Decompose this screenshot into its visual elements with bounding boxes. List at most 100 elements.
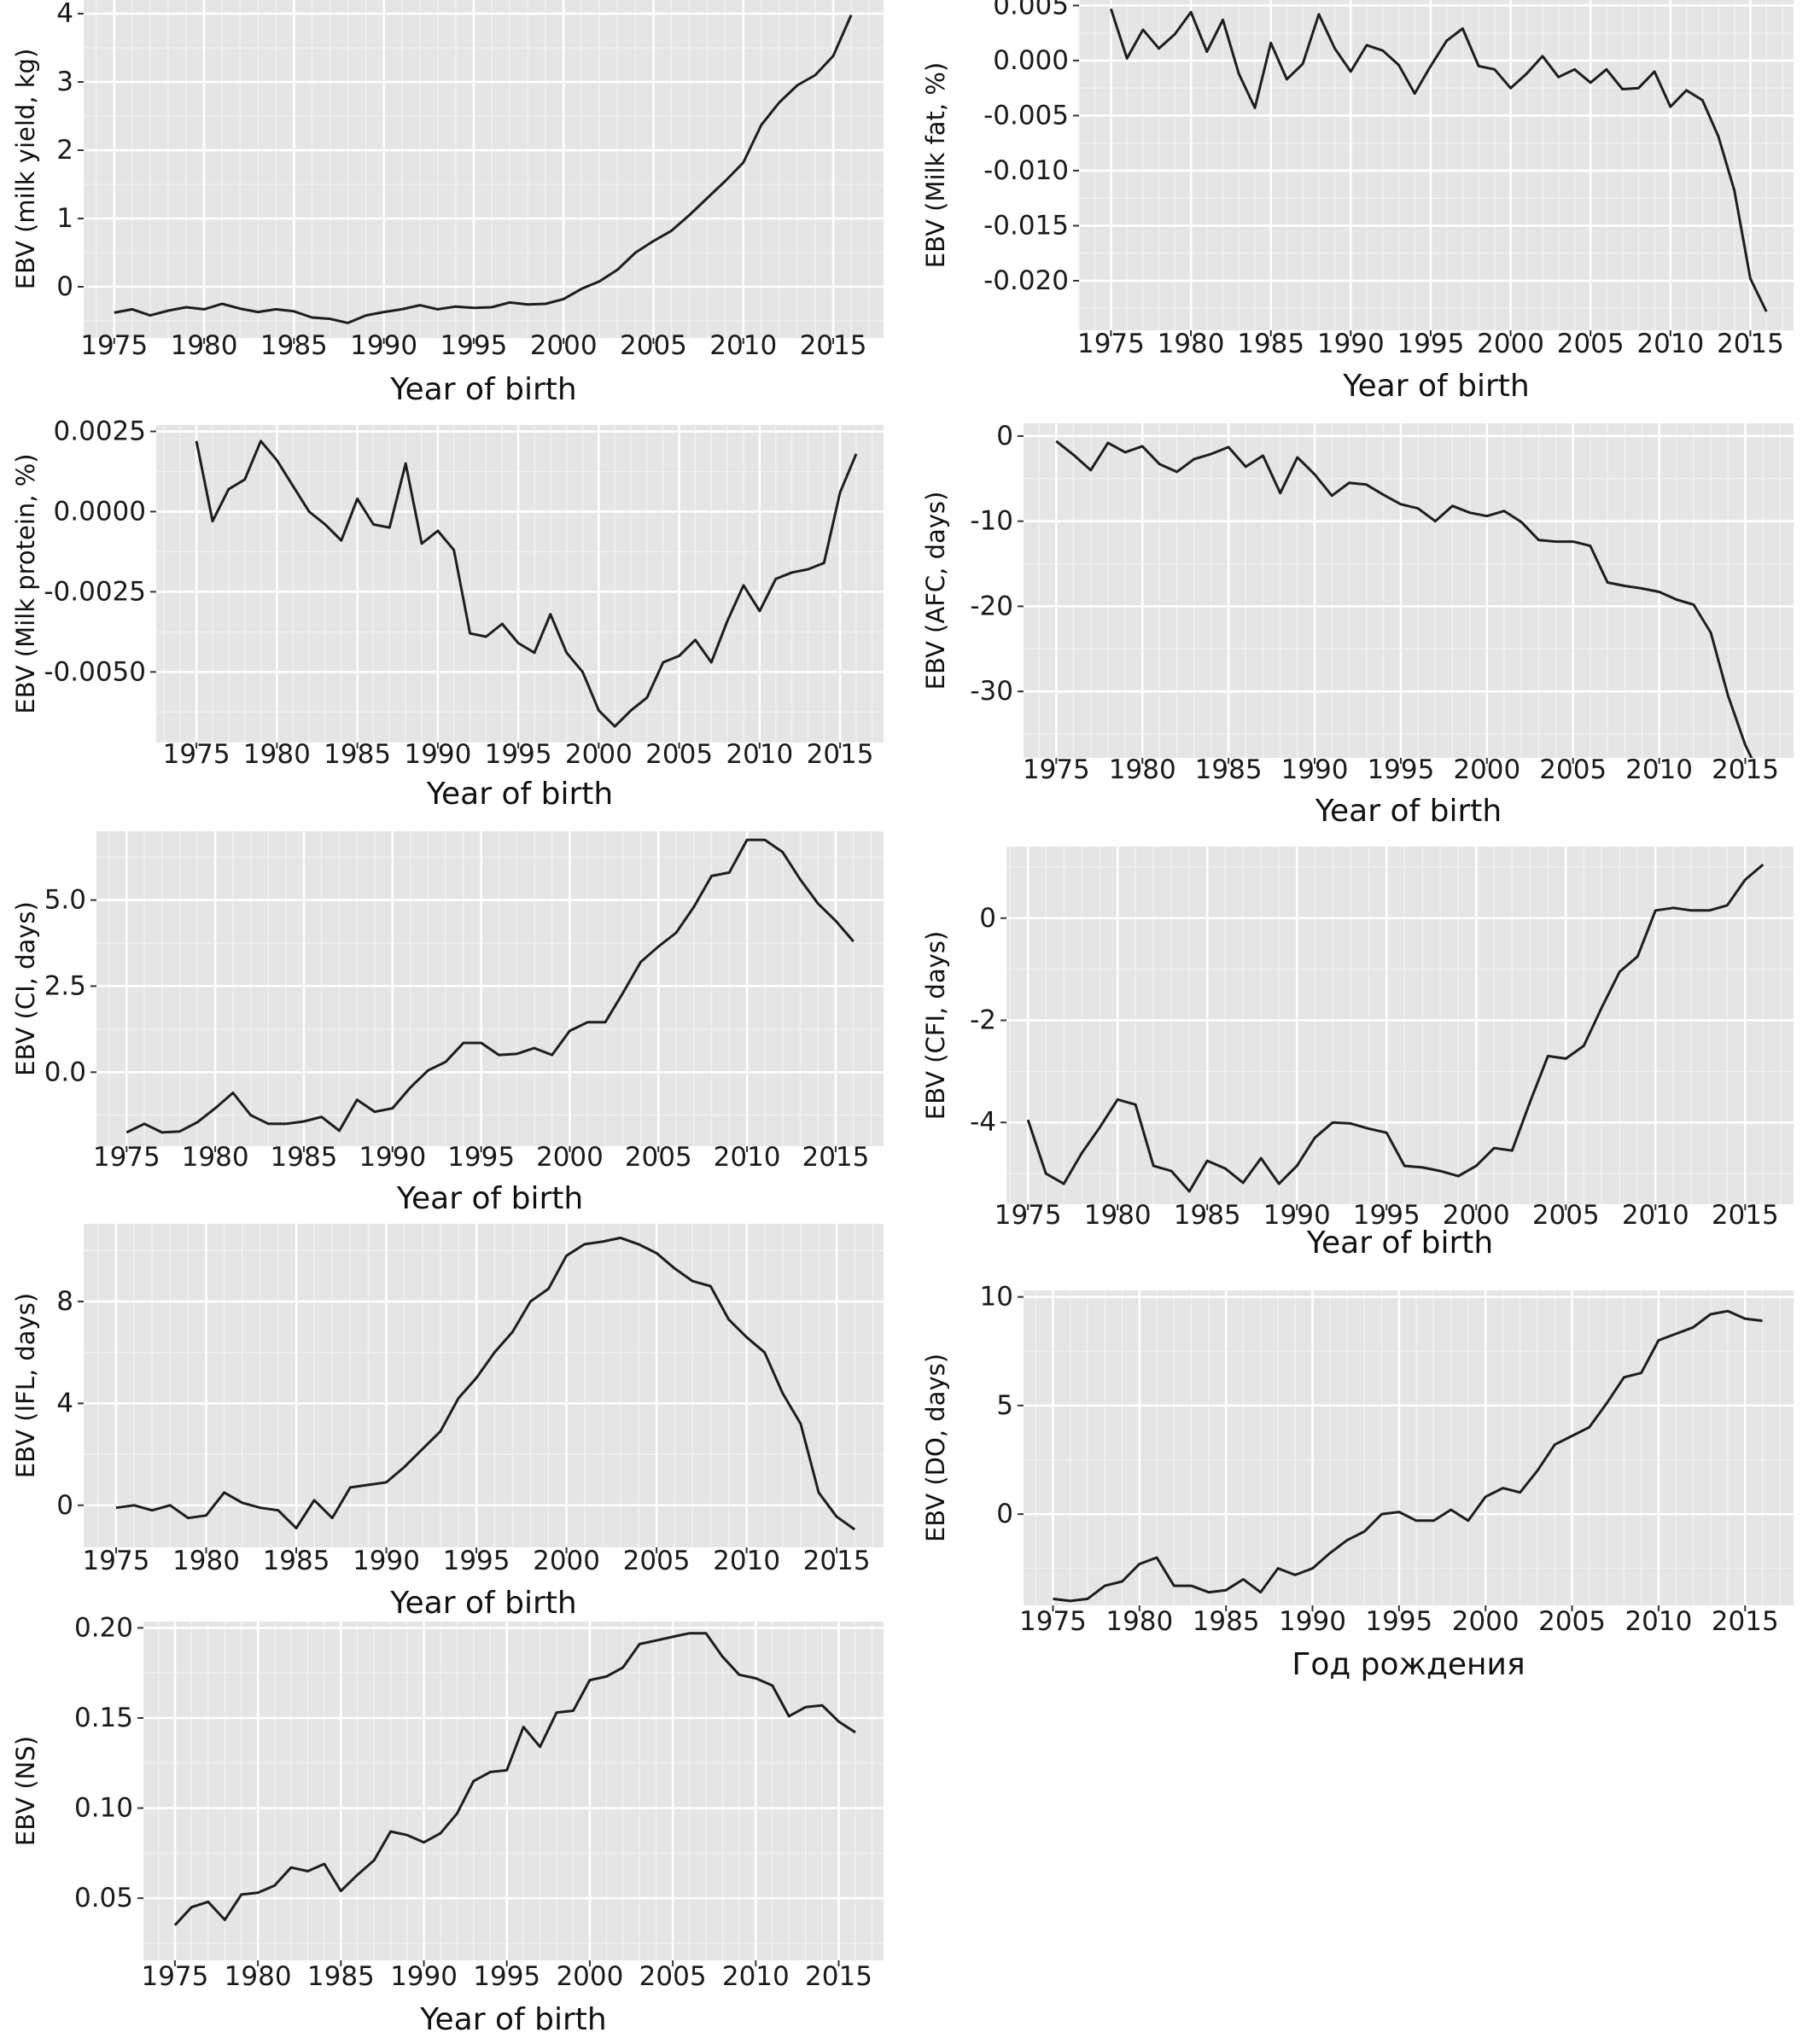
series-line-ns	[173, 1632, 856, 1926]
y-tick-label: 0.000	[993, 45, 1069, 76]
x-tick-label: 1990	[390, 1961, 458, 1992]
y-tick-label: 0	[996, 421, 1013, 451]
y-tick-label: 0	[996, 1499, 1013, 1529]
x-tick-label: 1985	[1237, 329, 1304, 359]
x-tick-label: 2000	[565, 739, 633, 770]
chart-panel-ns: 1975 1980 1985 1990 1995 2000 2005 2010 2015 0.05…	[11, 1612, 884, 2037]
y-tick-label: 0.15	[74, 1703, 133, 1733]
y-tick-label: 5	[996, 1390, 1013, 1421]
y-tick-label: 0.20	[74, 1612, 133, 1643]
x-tick-label: 1975	[163, 739, 230, 770]
series-line-milk-fat	[1109, 8, 1768, 312]
x-tick-label: 2000	[1453, 754, 1520, 785]
y-tick-label: 0.0000	[54, 496, 146, 527]
series-line-milk-yield-kg	[114, 14, 853, 324]
x-axis-title: Year of birth	[426, 777, 613, 812]
y-axis-title: EBV (CI, days)	[11, 901, 40, 1076]
chart-panel-ifl: 1975 1980 1985 1990 1995 2000 2005 2010 2015 0 4 8 Y…	[11, 1224, 884, 1621]
x-tick-label: 1990	[350, 330, 417, 361]
x-tick-label: 1975	[83, 1546, 150, 1576]
x-tick-label: 1995	[443, 1546, 510, 1576]
plot-background	[84, 0, 884, 338]
x-tick-label: 2015	[1712, 1606, 1779, 1637]
x-tick-label: 2010	[714, 1142, 781, 1173]
x-tick-label: 1985	[324, 739, 391, 770]
x-tick-label: 2005	[1532, 1200, 1600, 1231]
y-axis-title: EBV (Milk fat, %)	[921, 62, 950, 269]
x-tick-label: 2010	[713, 1546, 780, 1576]
y-tick-label: -2	[970, 1005, 996, 1036]
x-tick-label: 1985	[1174, 1200, 1241, 1231]
x-tick-label: 2010	[722, 1961, 790, 1992]
x-axis-title: Год рождения	[1292, 1647, 1525, 1682]
x-axis-title: Year of birth	[389, 372, 576, 407]
x-tick-label: 2015	[803, 1546, 871, 1576]
y-tick-label: -0.010	[983, 155, 1069, 186]
x-tick-label: 2010	[1625, 1606, 1692, 1637]
x-tick-label: 1985	[1193, 1606, 1260, 1637]
x-tick-label: 1980	[225, 1961, 292, 1992]
x-tick-label: 1980	[172, 1546, 240, 1576]
x-tick-label: 1980	[171, 330, 238, 361]
x-axis-title: Year of birth	[389, 1586, 576, 1621]
x-tick-label: 2015	[1712, 1200, 1779, 1231]
x-tick-label: 2005	[625, 1142, 692, 1173]
y-tick-label: 2.5	[44, 970, 86, 1001]
y-tick-label: 0.05	[74, 1883, 133, 1913]
y-axis-title: EBV (milk yield, kg)	[11, 49, 40, 290]
x-tick-label: 1975	[1077, 329, 1145, 359]
series-line-do-days	[1053, 1309, 1763, 1603]
y-tick-label: -10	[970, 506, 1013, 537]
series-line-milk-protein	[195, 440, 858, 728]
x-tick-label: 2015	[802, 1142, 869, 1173]
x-tick-label: 2015	[1717, 329, 1784, 359]
x-tick-label: 1980	[1084, 1200, 1152, 1231]
x-tick-label: 1980	[182, 1142, 249, 1173]
plot-background	[1024, 423, 1794, 758]
x-tick-label: 2000	[1452, 1606, 1520, 1637]
y-axis-title: EBV (AFC, days)	[921, 492, 950, 690]
x-tick-label: 2000	[1477, 329, 1544, 359]
x-tick-label: 1995	[1365, 1606, 1432, 1637]
x-tick-label: 2000	[556, 1961, 623, 1992]
y-tick-label: 0.10	[74, 1793, 133, 1824]
x-tick-label: 1995	[1353, 1200, 1420, 1231]
x-axis-title: Year of birth	[419, 2002, 606, 2037]
y-tick-label: 0	[979, 903, 996, 934]
y-tick-label: -4	[970, 1107, 996, 1138]
x-tick-label: 1985	[260, 330, 328, 361]
series-line-ifl-days	[115, 1236, 856, 1531]
plot-background	[96, 831, 884, 1146]
x-tick-label: 2005	[620, 330, 687, 361]
x-tick-label: 2005	[1557, 329, 1625, 359]
x-tick-label: 2010	[726, 739, 793, 770]
chart-panel-ci: 1975 1980 1985 1990 1995 2000 2005 2010 2015 0.0 2…	[11, 831, 884, 1216]
x-tick-label: 1980	[1109, 754, 1176, 785]
y-tick-label: 8	[56, 1286, 73, 1317]
y-axis-title: EBV (CFI, days)	[921, 931, 950, 1120]
y-axis-title: EBV (Milk protein, %)	[11, 453, 40, 713]
x-tick-label: 1995	[473, 1961, 540, 1992]
plot-background	[1024, 1290, 1794, 1605]
y-tick-label: 0.0	[44, 1057, 86, 1087]
chart-panel-milk-fat: 1975 1980 1985 1990 1995 2000 2005 2010 2015 0.00…	[921, 0, 1794, 404]
y-tick-label: -0.020	[983, 265, 1069, 296]
y-axis-title: EBV (NS)	[11, 1736, 40, 1846]
y-tick-label: 0	[56, 271, 73, 302]
y-tick-label: 5.0	[44, 885, 86, 916]
x-tick-label: 1995	[1397, 329, 1464, 359]
y-axis-title: EBV (IFL, days)	[11, 1293, 40, 1478]
x-tick-label: 1990	[1281, 754, 1349, 785]
x-tick-label: 1985	[271, 1142, 338, 1173]
chart-panel-afc: 1975 1980 1985 1990 1995 2000 2005 2010 2015 0 -10…	[921, 421, 1794, 829]
x-tick-label: 1980	[1158, 329, 1225, 359]
x-tick-label: 1990	[1279, 1606, 1346, 1637]
x-tick-label: 1985	[1195, 754, 1263, 785]
x-tick-label: 1995	[440, 330, 507, 361]
x-tick-label: 1995	[485, 739, 552, 770]
x-axis-title: Year of birth	[1315, 794, 1502, 829]
x-tick-label: 2000	[533, 1546, 600, 1576]
y-tick-label: -20	[970, 591, 1013, 621]
x-tick-label: 1975	[93, 1142, 160, 1173]
